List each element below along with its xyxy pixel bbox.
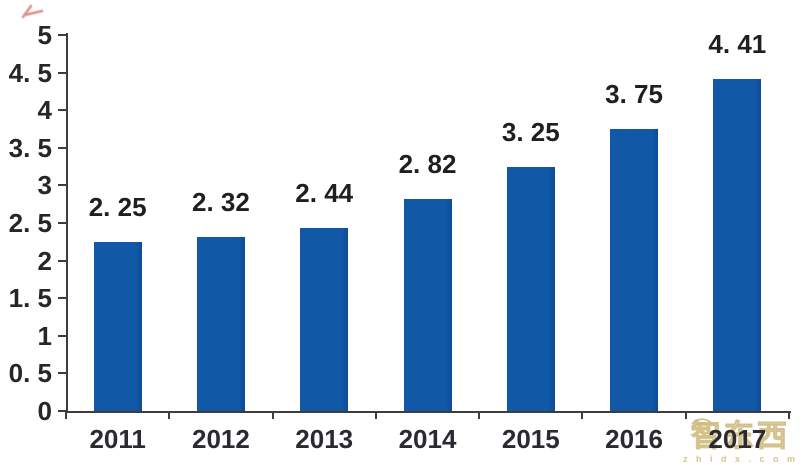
y-axis-tick-label: 0. 5 [8, 358, 52, 389]
x-axis-label: 2011 [89, 424, 146, 454]
bar [300, 227, 349, 411]
bar-value-label: 4. 41 [708, 29, 767, 60]
bar-value-label: 3. 75 [605, 79, 663, 109]
x-axis-label: 2015 [501, 424, 560, 454]
y-axis-tick-label: 4 [37, 95, 52, 126]
y-axis-tick-label: 4. 5 [8, 57, 52, 88]
y-axis-tick [58, 109, 66, 112]
bar-value-label: 3. 25 [501, 116, 560, 147]
bar [403, 198, 452, 411]
y-axis-tick-label: 5 [37, 20, 52, 50]
x-axis-tick [478, 411, 481, 419]
bar-value-label: 2. 25 [88, 191, 147, 222]
y-axis-tick [58, 184, 66, 187]
watermark-domain-text: z h i d x . c o m [682, 454, 798, 464]
y-axis-tick [58, 34, 66, 36]
y-axis-tick-label: 2 [37, 245, 52, 276]
bar [93, 241, 142, 411]
x-axis-tick [374, 411, 377, 419]
x-axis-tick [271, 411, 274, 419]
y-axis [66, 33, 68, 413]
x-axis-tick [788, 411, 790, 419]
y-axis-tick [58, 222, 66, 224]
bar [196, 236, 245, 411]
bar [713, 79, 762, 411]
x-axis-label: 2012 [192, 424, 250, 454]
x-axis-tick [65, 411, 67, 419]
bar [506, 166, 555, 411]
y-axis-tick [58, 334, 66, 337]
x-axis-label: 2013 [295, 424, 354, 454]
y-axis-tick [58, 146, 66, 149]
y-axis-tick-label: 0 [37, 396, 52, 426]
y-axis-tick-label: 1. 5 [8, 283, 52, 314]
y-axis-tick-label: 3. 5 [8, 132, 52, 163]
y-axis-tick [58, 259, 66, 262]
red-artifact-mark [21, 4, 44, 19]
y-axis-tick [58, 297, 66, 300]
bar-value-label: 2. 82 [398, 148, 457, 179]
x-axis-label: 2017 [708, 424, 767, 454]
y-axis-tick [58, 71, 66, 74]
x-axis-tick [581, 411, 584, 419]
bar-value-label: 2. 32 [192, 186, 250, 217]
x-axis-tick [168, 411, 171, 419]
bar [610, 129, 659, 411]
y-axis-tick [58, 372, 66, 375]
x-axis-label: 2016 [605, 424, 663, 454]
y-axis-tick-label: 3 [37, 170, 52, 201]
x-axis-tick [684, 411, 687, 419]
x-axis [66, 411, 791, 413]
x-axis-label: 2014 [398, 424, 457, 454]
y-axis-tick [58, 410, 66, 412]
y-axis-tick-label: 2. 5 [8, 208, 52, 238]
y-axis-tick-label: 1 [37, 320, 52, 351]
bar-value-label: 2. 44 [295, 177, 354, 208]
